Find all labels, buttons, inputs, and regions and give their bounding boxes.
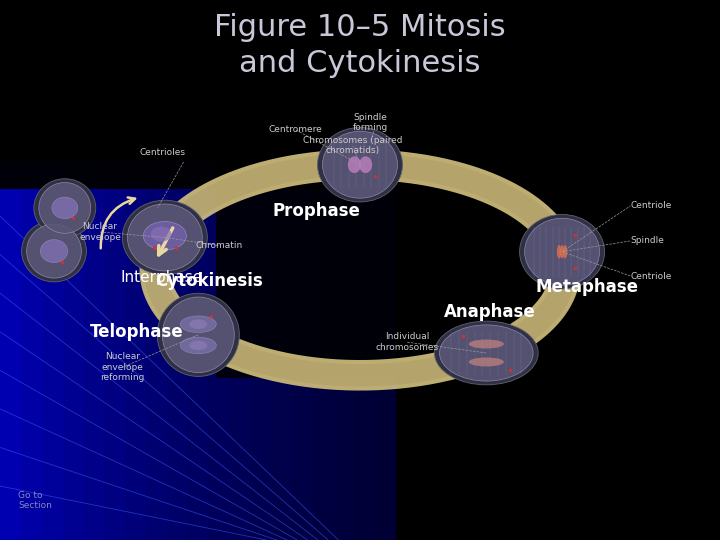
Ellipse shape: [127, 204, 202, 271]
Bar: [0, 0, 720, 189]
Ellipse shape: [180, 316, 216, 333]
Bar: [125, 162, 720, 540]
Text: Metaphase: Metaphase: [536, 278, 639, 296]
Bar: [216, 0, 720, 378]
Ellipse shape: [162, 297, 234, 373]
Bar: [271, 162, 720, 540]
Text: Spindle
forming: Spindle forming: [354, 113, 388, 132]
Text: Centromere: Centromere: [269, 125, 322, 134]
Bar: [354, 162, 720, 540]
Bar: [104, 162, 720, 540]
Text: Nuclear
envelope
reforming: Nuclear envelope reforming: [101, 352, 145, 382]
Bar: [84, 162, 720, 540]
Ellipse shape: [122, 200, 207, 275]
Text: Telophase: Telophase: [90, 323, 184, 341]
Ellipse shape: [525, 218, 600, 285]
Text: Nuclear
envelope: Nuclear envelope: [79, 222, 121, 242]
Bar: [167, 162, 720, 540]
Text: Go to
Section: Go to Section: [18, 491, 52, 510]
Ellipse shape: [520, 214, 605, 289]
Ellipse shape: [439, 325, 533, 381]
Ellipse shape: [34, 179, 96, 237]
Text: Centrioles: Centrioles: [139, 147, 185, 157]
Bar: [63, 162, 720, 540]
Ellipse shape: [359, 157, 372, 173]
Text: Chromatin: Chromatin: [195, 241, 243, 250]
Ellipse shape: [563, 245, 567, 259]
Bar: [312, 162, 720, 540]
Ellipse shape: [180, 337, 216, 354]
Text: Figure 10–5 Mitosis
and Cytokinesis: Figure 10–5 Mitosis and Cytokinesis: [214, 14, 506, 78]
Bar: [42, 162, 720, 540]
Ellipse shape: [434, 321, 538, 385]
Bar: [188, 162, 720, 540]
Ellipse shape: [560, 245, 564, 259]
Text: Centriole: Centriole: [631, 272, 672, 280]
Text: Cytokinesis: Cytokinesis: [155, 272, 263, 290]
Bar: [229, 162, 720, 540]
Bar: [292, 162, 720, 540]
Ellipse shape: [52, 197, 78, 219]
Ellipse shape: [40, 240, 68, 262]
Bar: [333, 162, 720, 540]
Text: Prophase: Prophase: [273, 201, 361, 220]
Text: Centriole: Centriole: [631, 201, 672, 210]
Ellipse shape: [150, 227, 171, 241]
Bar: [250, 162, 720, 540]
Ellipse shape: [157, 293, 239, 376]
Bar: [0, 162, 396, 540]
Bar: [208, 162, 720, 540]
Text: Individual
chromosomes: Individual chromosomes: [376, 333, 438, 352]
Ellipse shape: [469, 357, 504, 367]
Ellipse shape: [39, 183, 91, 233]
Ellipse shape: [143, 221, 186, 250]
Ellipse shape: [189, 341, 207, 350]
Ellipse shape: [22, 220, 86, 282]
Text: Interphase: Interphase: [120, 271, 202, 286]
Ellipse shape: [189, 320, 207, 329]
Bar: [146, 162, 720, 540]
Text: Anaphase: Anaphase: [444, 303, 536, 321]
Text: Chromosomes (paired
chromatids): Chromosomes (paired chromatids): [303, 136, 402, 156]
Ellipse shape: [557, 245, 562, 259]
Text: Spindle: Spindle: [631, 237, 665, 245]
Ellipse shape: [318, 127, 402, 202]
Bar: [396, 162, 720, 540]
Bar: [375, 162, 720, 540]
Bar: [21, 162, 720, 540]
Bar: [0, 162, 720, 540]
Ellipse shape: [27, 224, 81, 278]
Ellipse shape: [323, 131, 397, 198]
Ellipse shape: [348, 157, 361, 173]
Ellipse shape: [469, 340, 504, 348]
